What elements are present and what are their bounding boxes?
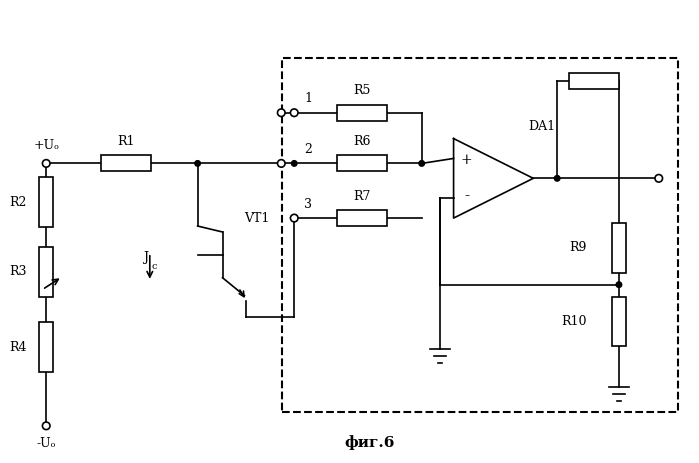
Circle shape <box>278 109 285 117</box>
Circle shape <box>291 161 297 166</box>
Text: 3: 3 <box>304 198 312 211</box>
Text: R1: R1 <box>117 135 135 148</box>
Text: VT1: VT1 <box>245 212 270 225</box>
Bar <box>612 297 626 346</box>
Text: -: - <box>464 189 469 203</box>
Circle shape <box>655 175 663 182</box>
Text: DA1: DA1 <box>528 120 556 133</box>
Text: R10: R10 <box>561 315 587 328</box>
Bar <box>612 223 626 273</box>
Text: 1: 1 <box>304 92 312 105</box>
Circle shape <box>278 160 285 167</box>
Circle shape <box>291 214 298 222</box>
Text: R5: R5 <box>353 84 370 97</box>
Text: R7: R7 <box>353 190 370 203</box>
Text: +: + <box>461 153 473 168</box>
Circle shape <box>554 175 560 181</box>
Circle shape <box>616 282 621 288</box>
Text: J: J <box>143 251 148 264</box>
Text: фиг.6: фиг.6 <box>345 435 395 450</box>
Bar <box>39 322 53 372</box>
Text: R6: R6 <box>353 135 370 148</box>
Circle shape <box>291 109 298 117</box>
Text: R9: R9 <box>570 241 587 254</box>
Bar <box>337 105 387 121</box>
Circle shape <box>419 161 424 166</box>
Text: -Uₒ: -Uₒ <box>36 437 56 450</box>
Text: c: c <box>151 262 157 271</box>
Bar <box>101 156 151 171</box>
Bar <box>39 247 53 297</box>
Bar <box>39 177 53 227</box>
Bar <box>569 73 619 89</box>
Circle shape <box>43 422 50 430</box>
Text: R4: R4 <box>9 341 27 354</box>
Text: R3: R3 <box>9 265 27 278</box>
Text: 2: 2 <box>304 143 312 156</box>
Circle shape <box>195 161 201 166</box>
Bar <box>337 210 387 226</box>
Text: R2: R2 <box>9 196 27 209</box>
Bar <box>282 58 678 412</box>
Text: +Uₒ: +Uₒ <box>34 139 59 152</box>
Bar <box>337 156 387 171</box>
Circle shape <box>43 160 50 167</box>
